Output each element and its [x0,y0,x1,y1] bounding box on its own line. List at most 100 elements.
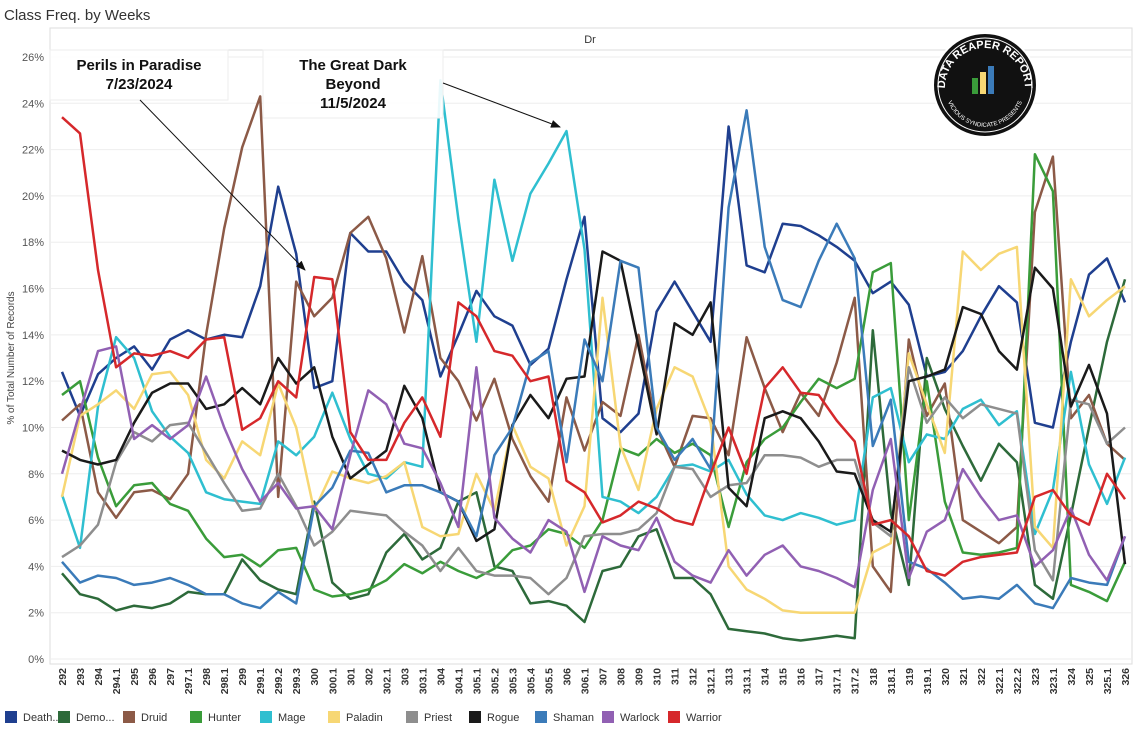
legend-swatch [535,711,547,723]
logo-icon [980,72,986,94]
x-tick-label: 300 [309,668,321,686]
logo-icon [972,78,978,94]
x-tick-label: 322.2 [1012,668,1024,694]
x-tick-label: 320 [940,668,952,686]
y-tick-label: 4% [28,561,44,573]
series-line [60,78,1127,550]
x-tick-label: 307 [598,668,610,686]
x-tick-label: 303 [399,668,411,686]
x-tick-label: 304.1 [453,668,465,694]
x-tick-label: 312 [688,668,700,686]
x-tick-label: 315 [778,668,790,686]
x-tick-label: 319 [904,668,916,686]
series-line [61,116,1127,577]
x-tick-label: 297 [165,668,177,686]
x-tick-label: 298 [201,668,213,686]
x-tick-label: 300.1 [327,668,339,694]
annotation-arrow [139,99,306,271]
legend: Death... Demo... Druid Hunter Mage Paladin Pri… [5,711,722,724]
series-line [61,250,1127,565]
x-tick-label: 318 [868,668,880,686]
y-tick-label: 2% [28,608,44,620]
x-tick-label: 302 [363,668,375,686]
series-line [61,109,1127,610]
x-tick-label: 305.3 [507,668,519,694]
x-tick-label: 293 [75,668,87,686]
legend-swatch [5,711,17,723]
series-line [60,245,1126,614]
logo: DATA REAPER REPORT VICIOUS SYNDICATE PRE… [932,32,1038,138]
x-tick-label: 299.3 [291,668,303,694]
annotation-text: Beyond [325,76,380,93]
legend-swatch [58,711,70,723]
x-tick-label: 308 [616,668,628,686]
legend-swatch [406,711,418,723]
x-tick-label: 297.1 [183,668,195,694]
x-tick-label: 298.1 [219,668,231,694]
x-tick-label: 304 [435,668,447,686]
x-tick-label: 301 [345,668,357,686]
annotation-text: 7/23/2024 [106,76,173,93]
y-tick-label: 10% [22,422,44,434]
y-tick-label: 26% [22,52,44,64]
annotation-box [262,49,444,119]
chart-title: Class Freq. by Weeks [4,7,150,24]
annotation-text: The Great Dark [299,57,407,74]
x-tick-label: 305.4 [525,668,537,694]
legend-label: Druid [141,712,167,724]
x-tick-label: 316 [796,668,808,686]
x-tick-label: 319.1 [922,668,934,694]
y-tick-label: 14% [22,330,44,342]
legend-swatch [328,711,340,723]
y-tick-label: 24% [22,98,44,110]
x-tick-label: 305.1 [471,668,483,694]
x-tick-label: 295 [129,668,141,686]
x-tick-label: 306 [561,668,573,686]
x-tick-label: 303.1 [417,668,429,694]
legend-swatch [123,711,135,723]
x-tick-label: 322 [976,668,988,686]
x-tick-label: 299.1 [255,668,267,694]
annotation-arrow [442,82,561,128]
legend-label: Warrior [686,712,722,724]
legend-swatch [668,711,680,723]
x-tick-label: 313 [724,668,736,686]
legend-label: Paladin [346,712,383,724]
legend-swatch [602,711,614,723]
x-tick-label: 292 [57,668,69,686]
x-tick-label: 317.1 [832,668,844,694]
x-tick-label: 313.1 [742,668,754,694]
x-tick-label: 326 [1120,668,1132,686]
x-tick-label: 302.1 [381,668,393,694]
y-tick-label: 18% [22,237,44,249]
x-tick-label: 294 [93,668,105,686]
x-tick-label: 310 [652,668,664,686]
x-tick-label: 299.2 [273,668,285,694]
x-tick-label: 317.2 [850,668,862,694]
legend-label: Death... [23,712,62,724]
legend-label: Demo... [76,712,115,724]
x-tick-label: 325 [1084,668,1096,686]
y-tick-label: 20% [22,191,44,203]
y-tick-label: 6% [28,515,44,527]
header-label: Dr [584,34,596,46]
series-line [61,366,1126,596]
y-tick-label: 12% [22,376,44,388]
x-tick-label: 325.1 [1102,668,1114,694]
x-tick-label: 311 [670,668,682,685]
x-tick-label: 294.1 [111,668,123,694]
legend-label: Mage [278,712,306,724]
legend-swatch [190,711,202,723]
x-tick-label: 323.1 [1048,668,1060,694]
legend-label: Hunter [208,712,241,724]
legend-swatch [469,711,481,723]
x-tick-label: 312.1 [706,668,718,694]
y-tick-label: 8% [28,469,44,481]
x-tick-label: 314 [760,668,772,686]
legend-swatch [260,711,272,723]
x-tick-label: 306.1 [579,668,591,694]
x-tick-label: 323 [1030,668,1042,686]
x-tick-label: 321 [958,668,970,686]
x-tick-label: 305.5 [543,668,555,694]
